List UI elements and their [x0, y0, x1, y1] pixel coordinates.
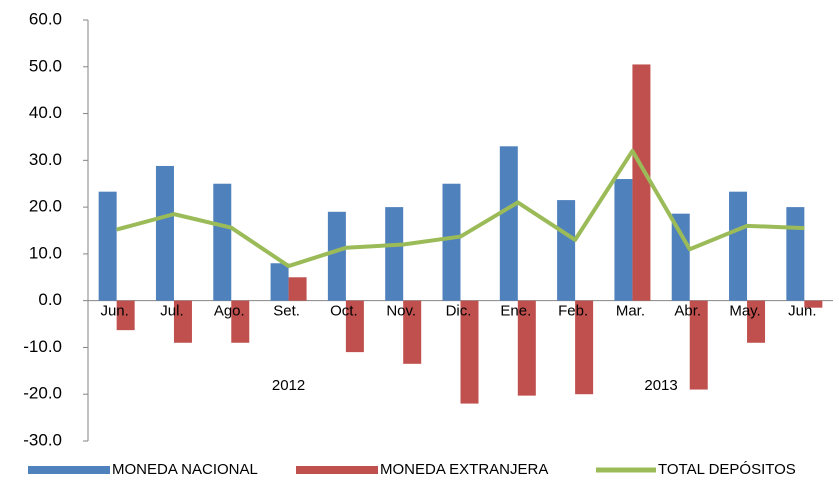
- x-tick-label: Set.: [273, 303, 300, 320]
- x-tick-label: Dic.: [446, 303, 472, 320]
- bar: [671, 213, 690, 301]
- bar: [345, 300, 364, 353]
- y-tick-label: 50.0: [29, 56, 62, 75]
- bar: [499, 146, 518, 301]
- group-label: 2013: [644, 377, 677, 394]
- legend-label: MONEDA EXTRANJERA: [380, 461, 548, 478]
- y-tick-label: -20.0: [23, 384, 62, 403]
- legend-swatch: [296, 466, 378, 474]
- bar: [729, 191, 748, 301]
- y-tick-label: 40.0: [29, 103, 62, 122]
- group-label: 2012: [272, 377, 305, 394]
- bar: [557, 200, 576, 301]
- bar: [155, 165, 174, 301]
- bar: [614, 179, 633, 301]
- bar: [689, 300, 708, 390]
- line: [116, 148, 805, 269]
- bar: [385, 207, 404, 301]
- bar: [575, 300, 594, 395]
- x-tick-label: Jun.: [100, 303, 128, 320]
- x-tick-label: Oct.: [330, 303, 358, 320]
- legend-label: MONEDA NACIONAL: [112, 461, 258, 478]
- x-tick-label: Ene.: [500, 303, 531, 320]
- bar: [632, 64, 651, 301]
- y-tick-label: 10.0: [29, 243, 62, 262]
- x-tick-label: Nov.: [386, 303, 416, 320]
- y-tick-label: 30.0: [29, 150, 62, 169]
- y-tick-label: -10.0: [23, 337, 62, 356]
- bar: [747, 300, 766, 343]
- x-tick-label: Ago.: [214, 303, 245, 320]
- bar: [98, 191, 117, 301]
- bar: [327, 211, 346, 301]
- x-tick-label: Jun.: [788, 303, 816, 320]
- bar: [403, 300, 422, 364]
- x-tick-label: Jul.: [160, 303, 183, 320]
- bar: [460, 300, 479, 404]
- bar: [116, 300, 135, 331]
- x-tick-label: Mar.: [616, 303, 645, 320]
- bar: [231, 300, 250, 343]
- bar: [442, 183, 461, 301]
- bar: [804, 300, 823, 308]
- bar: [288, 277, 307, 301]
- x-tick-label: May.: [729, 303, 760, 320]
- y-tick-label: 0.0: [38, 290, 62, 309]
- y-tick-label: 20.0: [29, 197, 62, 216]
- bar: [786, 207, 805, 301]
- bar: [270, 263, 289, 301]
- y-tick-label: 60.0: [29, 9, 62, 28]
- x-tick-label: Feb.: [558, 303, 588, 320]
- x-tick-label: Abr.: [674, 303, 701, 320]
- bar: [517, 300, 536, 396]
- legend-swatch: [28, 466, 110, 474]
- bar: [213, 183, 232, 301]
- legend-label: TOTAL DEPÓSITOS: [658, 461, 796, 478]
- y-tick-label: -30.0: [23, 430, 62, 449]
- bar: [173, 300, 192, 343]
